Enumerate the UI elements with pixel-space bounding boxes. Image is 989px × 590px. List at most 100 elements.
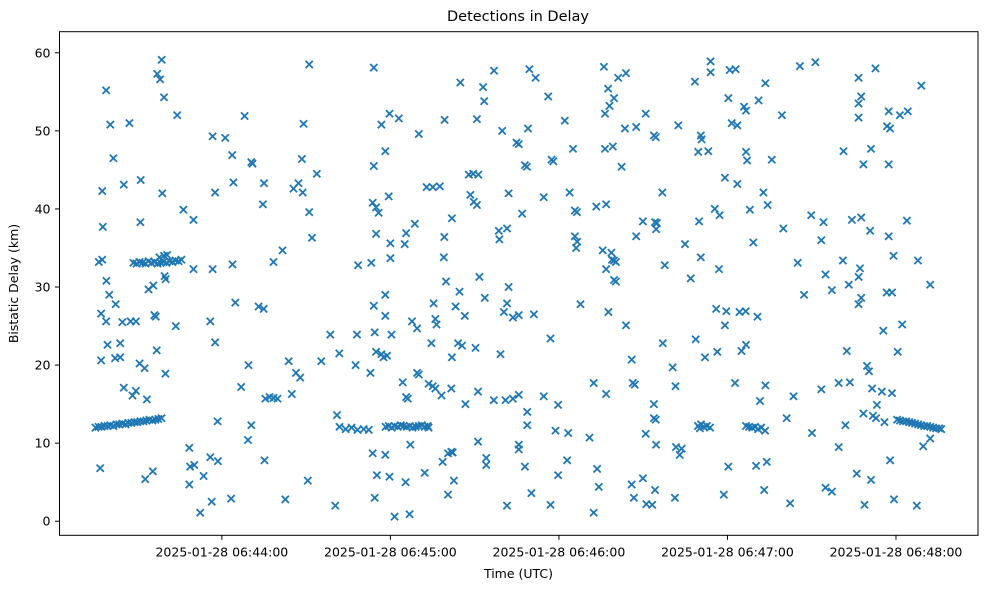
data-point-marker [514,390,524,400]
data-point-marker [609,93,619,103]
data-point-marker [733,179,742,189]
data-point-marker [694,217,704,226]
data-point-marker [611,257,621,267]
data-point-marker [254,302,263,311]
data-point-marker [660,260,670,270]
data-point-marker [902,216,912,225]
x-tick-label: 2025-01-28 06:47:00 [661,544,794,559]
data-point-marker [856,213,866,222]
data-point-marker [103,340,112,350]
data-point-marker [893,347,902,357]
data-point-marker [811,57,820,67]
data-point-marker [539,192,548,202]
data-point-marker [650,485,660,495]
data-point-marker [213,456,223,466]
data-point-marker [489,395,499,405]
data-point-marker [631,232,641,241]
data-point-marker [761,381,770,390]
data-point-marker [447,384,456,393]
data-point-marker [627,480,636,489]
data-point-marker [385,109,394,118]
data-point-marker [759,188,768,197]
data-point-marker [859,160,868,169]
data-point-marker [854,113,863,122]
data-point-marker [760,426,770,435]
data-point-marker [148,467,158,476]
data-point-marker [401,477,410,487]
data-point-marker [128,391,137,400]
data-point-marker [374,208,383,218]
data-point-marker [151,312,161,321]
y-tick-label: 10 [35,436,51,451]
data-point-marker [386,239,395,248]
data-point-marker [576,299,585,309]
scatter-points [91,55,946,521]
data-point-marker [473,387,483,396]
data-point-marker [494,226,504,236]
data-point-marker [502,299,512,308]
data-point-marker [630,380,640,389]
data-point-marker [473,437,483,446]
data-point-marker [115,338,125,348]
data-point-marker [382,351,392,360]
data-point-marker [206,317,215,326]
data-point-marker [671,381,680,391]
data-point-marker [817,385,826,394]
data-point-marker [782,413,791,423]
data-point-marker [104,290,114,300]
data-point-marker [710,204,720,214]
data-point-marker [295,373,305,382]
x-axis-label: Time (UTC) [483,566,553,581]
data-point-marker [884,232,893,241]
data-point-marker [366,368,375,378]
data-point-marker [838,256,848,265]
data-point-marker [364,425,374,435]
data-point-marker [834,378,843,388]
data-point-marker [440,115,449,125]
data-point-marker [841,420,850,430]
data-point-marker [819,217,828,227]
data-point-marker [508,313,518,322]
data-point-marker [504,282,513,292]
data-point-marker [638,217,648,226]
data-point-marker [414,370,424,379]
data-point-marker [651,440,661,449]
chart-title: Detections in Delay [447,9,589,25]
data-point-marker [371,203,381,212]
data-point-marker [228,260,237,269]
data-point-marker [102,276,111,286]
data-point-marker [594,482,604,492]
data-point-marker [527,488,536,498]
x-tick-label: 2025-01-28 06:48:00 [830,544,963,559]
data-point-marker [706,57,715,66]
data-point-marker [847,215,857,225]
data-point-marker [258,200,268,209]
data-point-marker [96,356,106,365]
data-point-marker [600,109,610,118]
data-point-marker [585,433,594,442]
data-point-marker [720,173,730,182]
data-point-marker [438,457,447,467]
data-point-marker [303,476,313,485]
data-point-marker [189,215,198,225]
data-point-marker [244,360,253,370]
data-point-marker [617,162,626,172]
data-point-marker [523,124,533,133]
data-point-marker [677,444,686,453]
data-point-marker [531,73,540,83]
data-point-marker [620,124,630,133]
data-point-marker [895,110,905,120]
data-point-marker [686,274,695,283]
data-point-marker [549,157,558,166]
data-point-marker [443,490,453,499]
data-point-marker [879,326,888,335]
data-point-marker [613,73,623,83]
data-point-marker [317,356,326,366]
data-point-marker [162,250,172,260]
data-point-marker [142,395,152,404]
data-point-marker [390,512,399,521]
data-point-marker [621,68,631,78]
data-point-marker [281,495,290,504]
